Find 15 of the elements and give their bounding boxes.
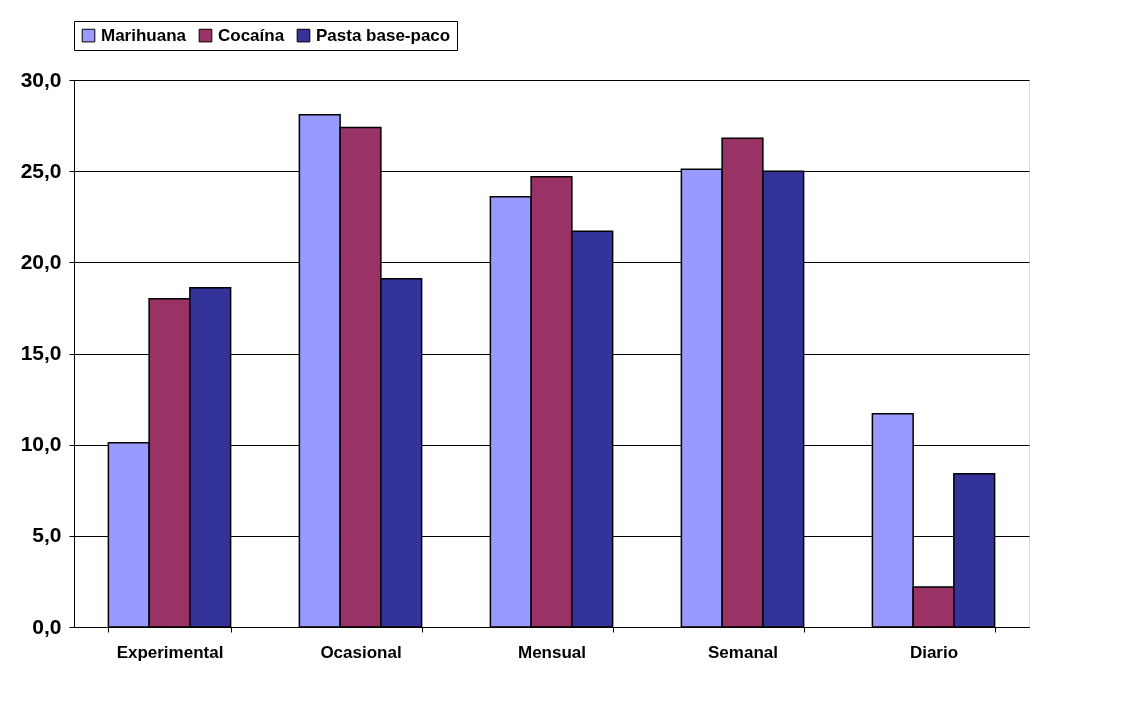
legend-label: Marihuana bbox=[101, 25, 187, 45]
y-tick-label: 20,0 bbox=[20, 249, 62, 273]
x-tick-label: Mensual bbox=[517, 642, 587, 662]
y-tick-label: 15,0 bbox=[20, 341, 62, 364]
x-tick-label: Semanal bbox=[708, 642, 778, 662]
y-tick-label: 0,0 bbox=[32, 614, 62, 638]
x-tick-label: Experimental bbox=[116, 642, 224, 662]
x-tick-label: Ocasional bbox=[320, 642, 402, 662]
y-tick-label: 5,0 bbox=[32, 523, 62, 547]
x-tick-label: Diario bbox=[909, 642, 959, 662]
y-tick-label: 25,0 bbox=[20, 158, 62, 182]
legend-label: Cocaína bbox=[218, 25, 285, 45]
y-tick-label: 10,0 bbox=[20, 432, 62, 456]
y-tick-label: 30,0 bbox=[20, 67, 62, 91]
legend-label: Pasta base-paco bbox=[316, 25, 451, 45]
